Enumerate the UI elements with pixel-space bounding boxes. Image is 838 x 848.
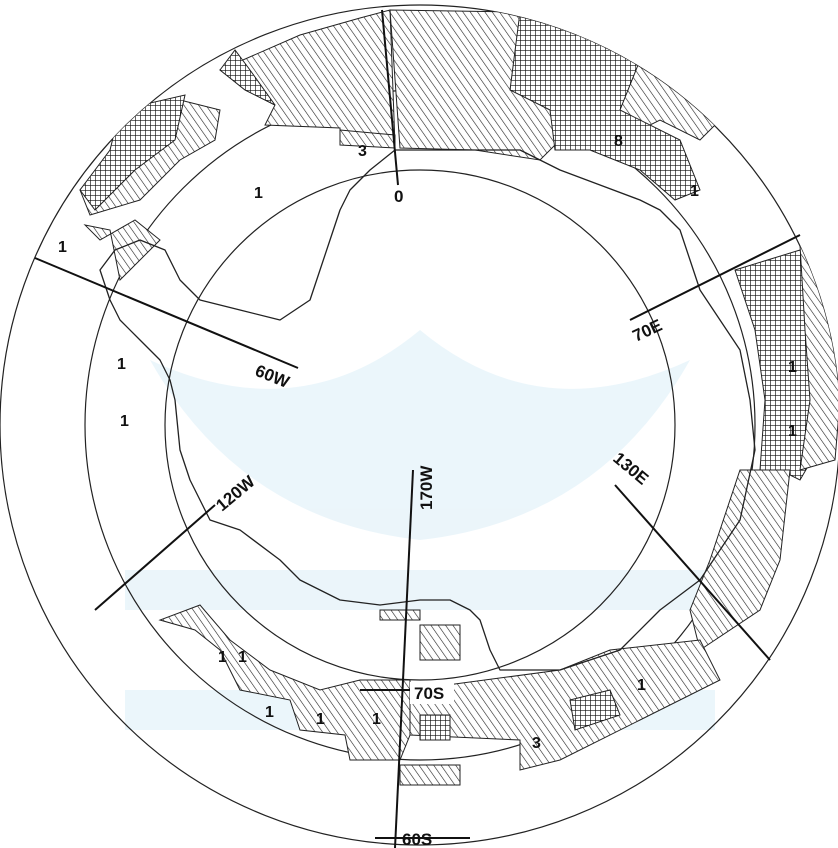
zone-count: 1 [788, 423, 797, 440]
meridian-label-120w: 120W [212, 471, 259, 515]
zone-count: 1 [316, 711, 325, 728]
zone-count: 8 [614, 133, 623, 150]
crosshatched-sector-west [79, 94, 186, 211]
inner-ring-70s [164, 169, 676, 681]
zone-count: 3 [532, 735, 541, 752]
meridian-60w [34, 257, 299, 369]
crosshatched-sector-0-60w [219, 49, 276, 106]
meridian-label-130e: 130E [609, 449, 652, 489]
zone-count: 1 [238, 649, 247, 666]
zone-count: 1 [58, 239, 67, 256]
meridian-0 [381, 9, 399, 186]
zone-count: 1 [117, 356, 126, 373]
meridian-130e [614, 484, 771, 661]
latitude-label-70s: 70S [414, 684, 444, 703]
crosshatched-sector-south [569, 689, 621, 731]
zone-count: 1 [265, 704, 274, 721]
hatched-strip-170w-north [379, 609, 421, 621]
hatched-sector-130e-170w [689, 469, 791, 651]
meridian-label-70e: 70E [630, 316, 665, 346]
meridian-label-0: 0 [394, 187, 403, 206]
zone-count: 1 [637, 677, 646, 694]
zone-count: 3 [358, 143, 367, 160]
hatched-strip-170w-south [399, 764, 461, 786]
outer-ring-60s [0, 4, 838, 846]
hatched-strip-170w-mid [419, 624, 461, 661]
meridian-170w [394, 469, 414, 848]
latitude-label-60s: 60S [402, 830, 432, 848]
hatched-sector-170w-120w [158, 604, 411, 761]
zone-count: 1 [690, 183, 699, 200]
antarctica-coastline [99, 149, 756, 671]
hatched-sector-south [409, 639, 721, 771]
zone-count: 1 [120, 413, 129, 430]
meridian-label-170w: 170W [417, 465, 436, 510]
hatched-sector-antarctic-peninsula [83, 219, 161, 282]
crosshatched-sector-170w [419, 714, 451, 741]
meridian-120w [94, 504, 216, 611]
zone-count: 1 [254, 185, 263, 202]
zone-count: 1 [372, 711, 381, 728]
zone-counts: 3 8 1 1 1 1 1 1 1 1 1 1 1 3 1 1 [58, 133, 797, 752]
zone-count: 1 [788, 359, 797, 376]
meridian-label-60w: 60W [253, 361, 293, 392]
meridian-70e [629, 234, 801, 321]
zone-count: 1 [218, 649, 227, 666]
